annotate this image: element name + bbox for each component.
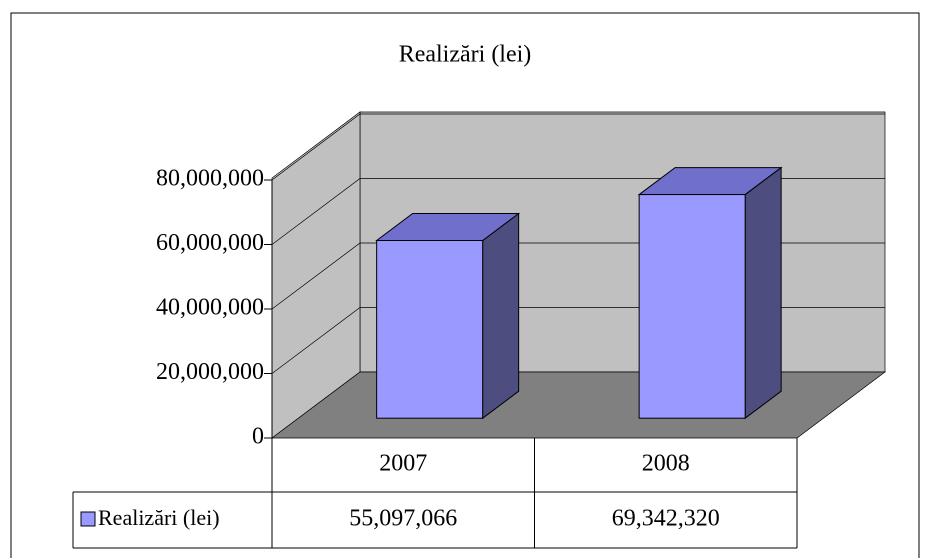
y-tick-label: 0: [252, 424, 264, 450]
grid-line: [271, 113, 885, 181]
y-tick-label: 80,000,000: [156, 166, 264, 192]
value-label: 55,097,066: [349, 506, 457, 532]
chart-title: Realizări (lei): [399, 42, 532, 68]
y-tick-label: 60,000,000: [156, 230, 264, 256]
bar: [376, 240, 484, 419]
legend-key: [80, 511, 96, 527]
bar: [638, 194, 746, 419]
bars: [375, 166, 783, 420]
bar-side: [744, 166, 782, 420]
x-tick-label: 2008: [642, 451, 690, 477]
legend-label: Realizări (lei): [98, 505, 220, 530]
y-tick-label: 40,000,000: [156, 295, 264, 321]
data-table: 2007 55,097,066 2008 69,342,320 Realizări (l…: [72, 438, 798, 549]
bar-side: [482, 212, 520, 420]
value-label: 69,342,320: [612, 506, 720, 532]
floor: [270, 371, 887, 439]
y-tick-label: 20,000,000: [156, 359, 264, 385]
x-tick-label: 2007: [379, 451, 427, 477]
